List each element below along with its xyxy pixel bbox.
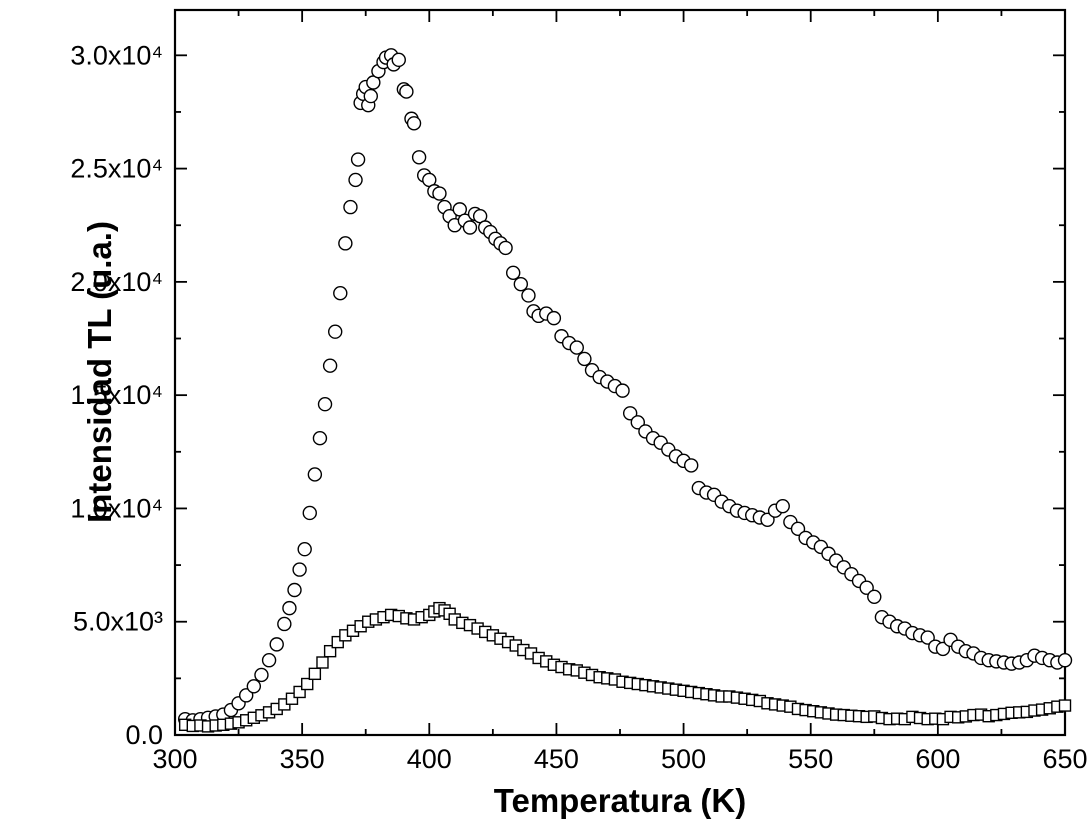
- y-axis-title: Intensidad TL (u.a.): [81, 221, 118, 523]
- data-point: [867, 589, 882, 604]
- x-tick-label: 550: [788, 744, 833, 774]
- data-point: [348, 172, 363, 188]
- y-tick-label: 2.5x10⁴: [70, 154, 163, 184]
- data-point: [859, 580, 874, 595]
- data-point: [498, 240, 513, 256]
- y-tick-label: 3.0x10⁴: [70, 40, 163, 70]
- data-point: [317, 397, 333, 412]
- data-point: [920, 630, 935, 645]
- data-point: [261, 653, 277, 668]
- data-point: [363, 88, 378, 104]
- data-point: [343, 199, 358, 215]
- y-tick-label: 1.5x10⁴: [70, 380, 163, 410]
- x-tick-label: 450: [534, 744, 579, 774]
- x-tick-label: 400: [407, 744, 452, 774]
- data-point: [513, 276, 529, 292]
- data-point: [322, 358, 338, 373]
- y-tick-label: 5.0x10³: [73, 607, 163, 637]
- data-point: [269, 637, 284, 652]
- data-point: [254, 667, 269, 683]
- y-tick-labels: 0.0 5.0x10³ 1.0x10⁴ 1.5x10⁴ 2.0x10⁴ 2.5x10⁴ 3.…: [70, 40, 163, 750]
- data-point: [285, 692, 299, 705]
- data-point: [411, 150, 427, 165]
- x-tick-label: 300: [152, 744, 197, 774]
- x-axis-title: Temperatura (K): [493, 782, 747, 819]
- data-point: [350, 152, 366, 167]
- data-point: [333, 286, 348, 301]
- x-tick-label: 350: [280, 744, 325, 774]
- data-point: [760, 512, 775, 527]
- data-point: [432, 186, 447, 201]
- data-point: [569, 340, 584, 355]
- data-point: [462, 220, 478, 235]
- data-point: [935, 641, 951, 657]
- x-tick-label: 600: [915, 744, 960, 774]
- y-tick-label: 1.0x10⁴: [70, 493, 163, 523]
- data-point: [331, 635, 344, 649]
- data-point: [506, 265, 521, 281]
- data-point: [615, 383, 630, 398]
- axis-ticks: [174, 10, 1066, 736]
- data-point: [338, 236, 353, 251]
- data-point: [399, 84, 414, 99]
- data-point: [775, 498, 790, 514]
- data-point: [790, 521, 806, 537]
- x-tick-label: 500: [661, 744, 706, 774]
- data-point: [622, 406, 638, 421]
- data-point: [302, 505, 317, 521]
- data-point: [301, 677, 314, 691]
- y-tick-label: 2.0x10⁴: [70, 267, 163, 297]
- data-point: [307, 467, 323, 482]
- data-point: [328, 324, 343, 339]
- y-tick-label: 0.0: [125, 720, 163, 750]
- data-point: [316, 656, 329, 669]
- data-point: [521, 288, 536, 303]
- data-point: [406, 116, 422, 131]
- data-point: [391, 52, 406, 68]
- data-point: [277, 616, 292, 632]
- data-point: [297, 542, 312, 557]
- plot-frame: [173, 8, 1067, 737]
- data-point: [684, 458, 699, 473]
- data-point: [323, 644, 337, 658]
- series-circle-markers: [177, 48, 1073, 728]
- data-point: [546, 310, 562, 326]
- data-point: [1057, 653, 1073, 668]
- data-point: [238, 688, 254, 703]
- data-point: [246, 679, 262, 694]
- data-point: [1058, 699, 1072, 712]
- data-point: [293, 685, 306, 699]
- data-point: [292, 562, 307, 577]
- data-point: [630, 415, 645, 430]
- data-point: [577, 351, 592, 367]
- series-square-markers: [178, 601, 1072, 733]
- data-point: [287, 582, 302, 598]
- data-point: [282, 600, 297, 616]
- data-point: [312, 431, 328, 446]
- x-tick-label: 650: [1042, 744, 1087, 774]
- x-tick-labels: 300 350 400 450 500 550 600 650: [152, 744, 1087, 774]
- data-point: [308, 667, 322, 681]
